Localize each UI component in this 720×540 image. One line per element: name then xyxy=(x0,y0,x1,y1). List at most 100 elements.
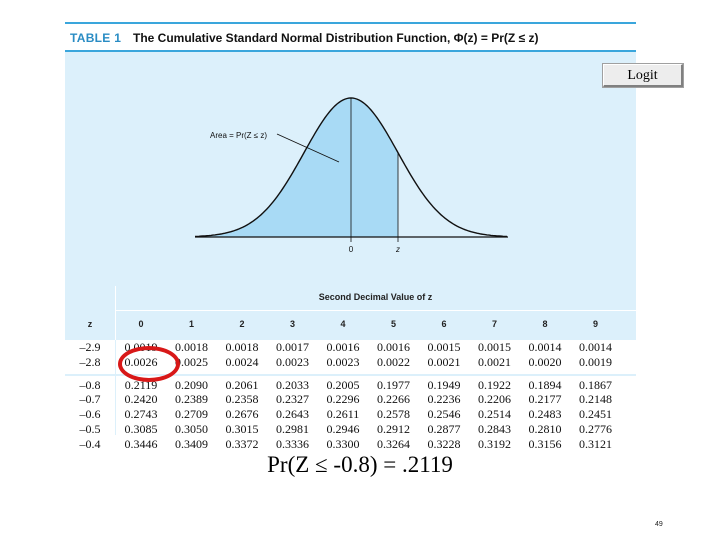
probability-cell: 0.2420 xyxy=(124,392,158,406)
probability-cell: 0.3372 xyxy=(225,437,259,451)
probability-cell: 0.3228 xyxy=(427,437,461,451)
column-header: 0 xyxy=(138,319,144,329)
probability-cell: 0.2810 xyxy=(528,422,562,436)
column-divider xyxy=(115,286,116,340)
probability-cell: 0.0014 xyxy=(528,340,562,354)
probability-cell: 0.2358 xyxy=(225,392,259,406)
probability-cell: 0.2912 xyxy=(377,422,410,436)
probability-cell: 0.3336 xyxy=(276,437,309,451)
table-header-band: Second Decimal Value of z z 0 1 2 3 4 5 6 7 8 9 xyxy=(65,286,636,340)
probability-cell: 0.2514 xyxy=(478,407,511,421)
probability-cell: 0.2236 xyxy=(427,392,461,406)
probability-cell: 0.0015 xyxy=(478,340,511,354)
column-header: 3 xyxy=(289,319,295,329)
z-value-cell: –2.8 xyxy=(79,355,101,369)
probability-cell: 0.3085 xyxy=(124,422,158,436)
probability-cell: 0.0022 xyxy=(377,355,410,369)
probability-cell: 0.2061 xyxy=(225,378,259,392)
probability-cell: 0.0016 xyxy=(377,340,410,354)
probability-cell: 0.2843 xyxy=(478,422,511,436)
row-gap-separator xyxy=(65,374,636,376)
table-title-bar: TABLE 1 The Cumulative Standard Normal D… xyxy=(65,22,636,52)
probability-cell: 0.0017 xyxy=(276,340,309,354)
second-decimal-heading: Second Decimal Value of z xyxy=(318,292,433,302)
area-label: Area = Pr(Z ≤ z) xyxy=(210,131,267,140)
z-value-cell: –0.6 xyxy=(79,407,101,421)
probability-cell: 0.3264 xyxy=(377,437,410,451)
probability-cell: 0.2546 xyxy=(427,407,461,421)
probability-cell: 0.1894 xyxy=(528,378,562,392)
table-body: –2.9 0.0019 0.0018 0.0018 0.0017 0.0016 0.0016… xyxy=(65,340,636,451)
probability-cell: 0.2148 xyxy=(579,392,612,406)
normal-curve-panel: Area = Pr(Z ≤ z) 0 z xyxy=(65,52,636,286)
probability-cell: 0.3409 xyxy=(175,437,208,451)
probability-cell: 0.0021 xyxy=(427,355,461,369)
shaded-area-region xyxy=(195,98,398,237)
probability-cell: 0.2389 xyxy=(175,392,208,406)
probability-cell: 0.1977 xyxy=(377,378,410,392)
logit-button[interactable]: Logit xyxy=(602,63,684,88)
table-label: TABLE 1 xyxy=(70,31,122,45)
axis-z-label: z xyxy=(395,245,400,254)
column-header: 8 xyxy=(542,319,548,329)
column-header: 2 xyxy=(239,319,245,329)
probability-cell: 0.2643 xyxy=(276,407,309,421)
column-header: 7 xyxy=(491,319,497,329)
probability-cell: 0.2483 xyxy=(528,407,562,421)
probability-cell: 0.0023 xyxy=(276,355,309,369)
z-column-header: z xyxy=(87,319,93,329)
probability-cell: 0.0018 xyxy=(175,340,208,354)
probability-cell: 0.2578 xyxy=(377,407,410,421)
probability-cell: 0.0014 xyxy=(579,340,612,354)
probability-cell: 0.3446 xyxy=(124,437,158,451)
probability-cell: 0.1867 xyxy=(579,378,612,392)
probability-cell: 0.2090 xyxy=(175,378,208,392)
probability-cell: 0.2327 xyxy=(276,392,309,406)
probability-cell: 0.1922 xyxy=(478,378,511,392)
probability-cell: 0.2676 xyxy=(225,407,259,421)
probability-cell: 0.0024 xyxy=(225,355,259,369)
probability-caption: Pr(Z ≤ -0.8) = .2119 xyxy=(267,452,453,477)
probability-cell: 0.0015 xyxy=(427,340,461,354)
probability-cell: 0.3015 xyxy=(225,422,259,436)
probability-cell: 0.2451 xyxy=(579,407,612,421)
column-header: 6 xyxy=(441,319,447,329)
probability-cell: 0.2877 xyxy=(427,422,461,436)
probability-cell: 0.2981 xyxy=(276,422,309,436)
probability-cell: 0.0025 xyxy=(175,355,208,369)
probability-cell: 0.2611 xyxy=(326,407,360,421)
column-header: 4 xyxy=(340,319,346,329)
probability-cell: 0.2177 xyxy=(528,392,562,406)
column-header: 1 xyxy=(188,319,194,329)
normal-table-figure: TABLE 1 The Cumulative Standard Normal D… xyxy=(65,22,636,451)
normal-curve-diagram: Area = Pr(Z ≤ z) 0 z xyxy=(195,97,508,254)
probability-cell: 0.2709 xyxy=(175,407,208,421)
probability-cell: 0.2033 xyxy=(276,378,309,392)
column-header: 9 xyxy=(592,319,598,329)
probability-cell: 0.0018 xyxy=(225,340,259,354)
probability-cell: 0.3192 xyxy=(478,437,511,451)
probability-cell: 0.2296 xyxy=(326,392,360,406)
probability-cell: 0.0023 xyxy=(326,355,360,369)
page-number: 49 xyxy=(655,521,663,528)
z-value-cell: –0.5 xyxy=(79,422,101,436)
header-divider xyxy=(115,310,636,311)
probability-cell: 0.0021 xyxy=(478,355,511,369)
column-divider xyxy=(115,340,116,435)
z-value-cell: –2.9 xyxy=(79,340,101,354)
probability-cell: 0.3050 xyxy=(175,422,208,436)
z-value-cell: –0.7 xyxy=(79,392,101,406)
z-value-cell: –0.8 xyxy=(79,378,101,392)
probability-cell: 0.1949 xyxy=(427,378,461,392)
probability-cell: 0.3156 xyxy=(528,437,562,451)
probability-cell: 0.2005 xyxy=(326,378,360,392)
probability-cell: 0.2266 xyxy=(377,392,410,406)
probability-cell: 0.0019 xyxy=(579,355,612,369)
probability-cell: 0.3121 xyxy=(579,437,612,451)
highlight-circle xyxy=(118,346,180,382)
probability-cell: 0.2946 xyxy=(326,422,360,436)
table-title: The Cumulative Standard Normal Distribut… xyxy=(133,31,539,45)
area-pointer-line xyxy=(276,133,340,163)
probability-cell: 0.0020 xyxy=(528,355,562,369)
